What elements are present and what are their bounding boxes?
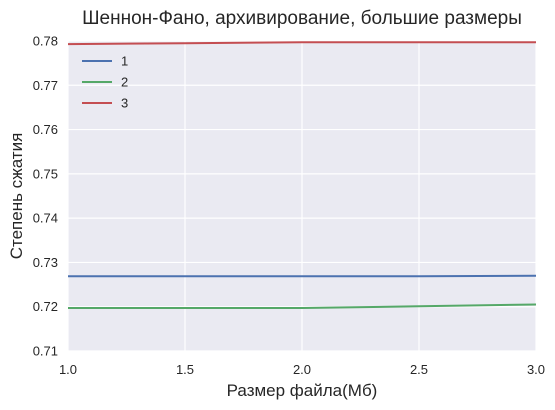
y-tick-label: 0.76 (33, 122, 58, 137)
x-tick-label: 2.5 (410, 362, 428, 377)
y-tick-label: 0.72 (33, 299, 58, 314)
x-tick-label: 1.0 (59, 362, 77, 377)
x-tick-label: 3.0 (527, 362, 545, 377)
y-tick-label: 0.71 (33, 344, 58, 359)
y-tick-label: 0.75 (33, 166, 58, 181)
legend-label: 2 (121, 75, 128, 90)
y-tick-label: 0.74 (33, 211, 58, 226)
legend: 1 2 3 (82, 54, 128, 111)
series-line-3 (67, 41, 536, 46)
y-tick-label: 0.77 (33, 78, 58, 93)
tick-labels: 1.0 1.5 2.0 2.5 3.0 0.71 0.72 0.73 0.74 0.75 0.76 0… (33, 34, 545, 378)
y-tick-label: 0.73 (33, 255, 58, 270)
series-line-1 (68, 274, 537, 278)
y-axis-label: Степень сжатия (7, 133, 26, 260)
y-tick-label: 0.78 (33, 34, 58, 49)
x-axis-label: Размер файла(Мб) (227, 381, 378, 400)
grid (67, 40, 537, 352)
x-tick-label: 2.0 (293, 362, 311, 377)
legend-label: 1 (121, 54, 128, 69)
series-line-2 (68, 303, 537, 309)
chart-title: Шеннон-Фано, архивирование, большие разм… (82, 8, 522, 29)
series-lines (67, 41, 537, 309)
x-tick-label: 1.5 (176, 362, 194, 377)
legend-label: 3 (121, 96, 128, 111)
